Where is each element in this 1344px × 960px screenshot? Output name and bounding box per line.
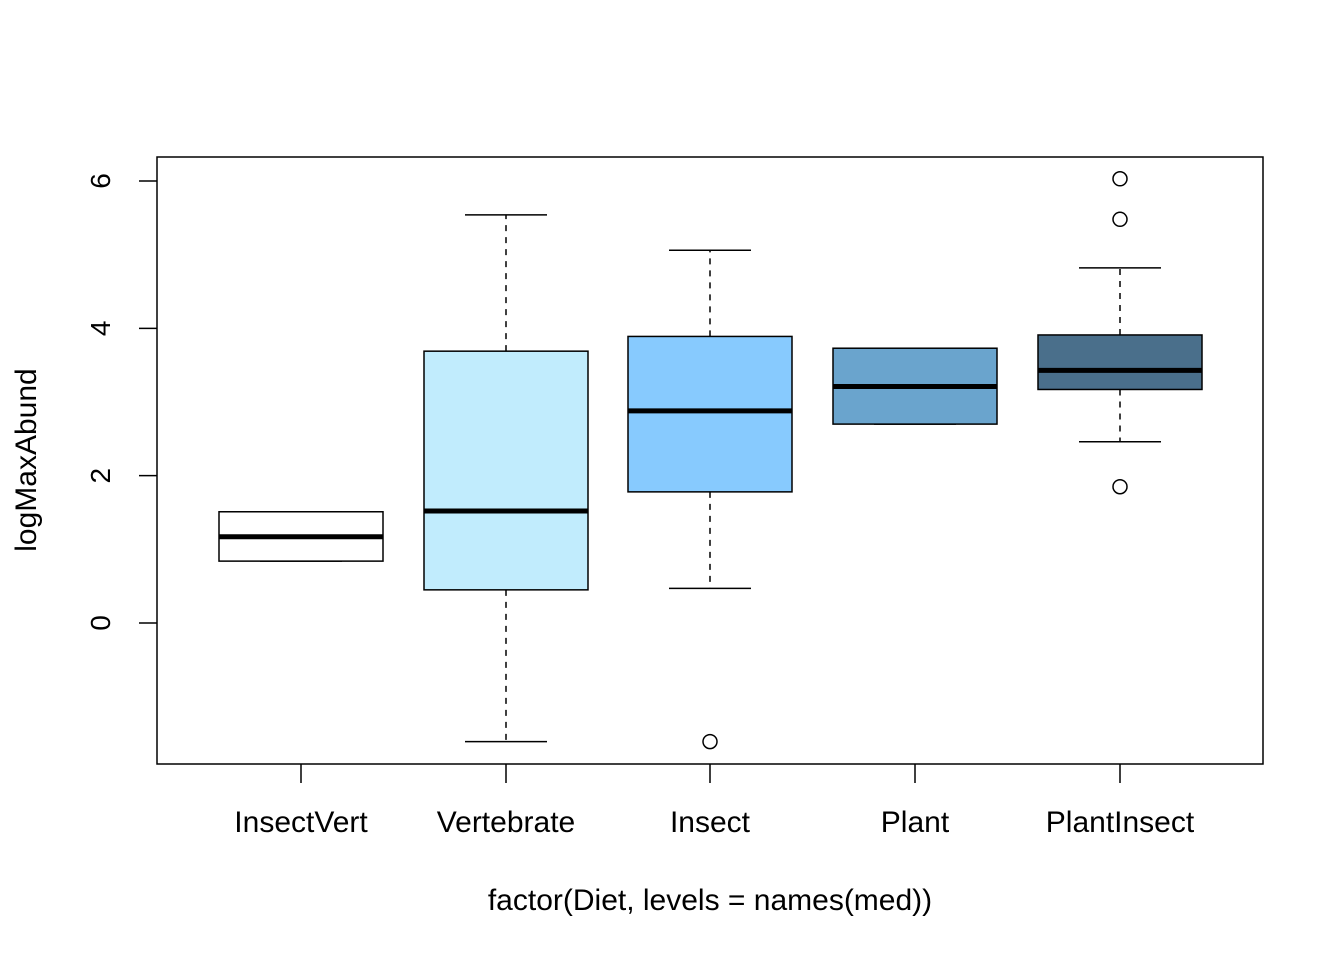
box-group-plant <box>832 347 998 425</box>
box-group-vertebrate <box>423 214 589 743</box>
box-group-insect <box>627 249 793 750</box>
box-group-plantinsect <box>1037 171 1203 495</box>
box-iqr <box>423 350 589 591</box>
box-iqr <box>627 335 793 493</box>
x-tick-label: Vertebrate <box>437 806 575 839</box>
outlier-point <box>702 733 718 750</box>
x-axis-label: factor(Diet, levels = names(med)) <box>488 884 932 917</box>
x-tick-label: InsectVert <box>234 806 368 839</box>
y-axis: 0 2 4 6 <box>85 173 157 631</box>
x-tick-label: Insect <box>670 806 751 839</box>
x-tick-label: Plant <box>881 806 950 839</box>
x-axis: InsectVert Vertebrate Insect Plant PlantInse… <box>234 764 1195 839</box>
boxes-layer <box>218 171 1203 750</box>
box-group-insectvert <box>218 511 384 562</box>
outlier-point <box>1112 478 1128 495</box>
outlier-point <box>1112 171 1128 187</box>
x-tick-label: PlantInsect <box>1046 806 1195 839</box>
y-tick-label: 6 <box>85 173 116 189</box>
y-axis-label: logMaxAbund <box>10 368 43 551</box>
y-tick-label: 0 <box>85 615 116 631</box>
y-tick-label: 4 <box>85 321 116 337</box>
y-tick-label: 2 <box>85 468 116 484</box>
box-iqr <box>1037 334 1203 391</box>
outlier-point <box>1112 211 1128 228</box>
